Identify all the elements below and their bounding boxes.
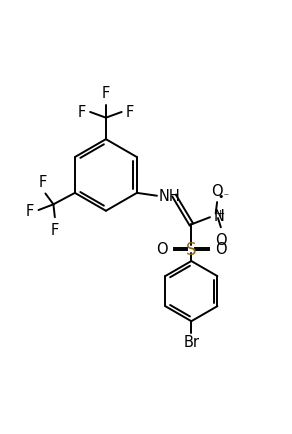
Text: O: O xyxy=(211,183,223,198)
Text: F: F xyxy=(78,105,86,120)
Text: F: F xyxy=(126,105,134,120)
Text: N: N xyxy=(214,209,225,224)
Text: O: O xyxy=(215,232,227,247)
Text: O: O xyxy=(215,242,227,256)
Text: •⁻: •⁻ xyxy=(217,191,230,201)
Text: F: F xyxy=(26,203,34,218)
Text: O: O xyxy=(156,242,168,256)
Text: F: F xyxy=(38,175,47,190)
Text: +: + xyxy=(216,208,225,218)
Text: F: F xyxy=(102,86,110,101)
Text: F: F xyxy=(51,222,59,237)
Text: S: S xyxy=(186,240,197,258)
Text: NH: NH xyxy=(159,189,181,204)
Text: Br: Br xyxy=(183,334,199,349)
